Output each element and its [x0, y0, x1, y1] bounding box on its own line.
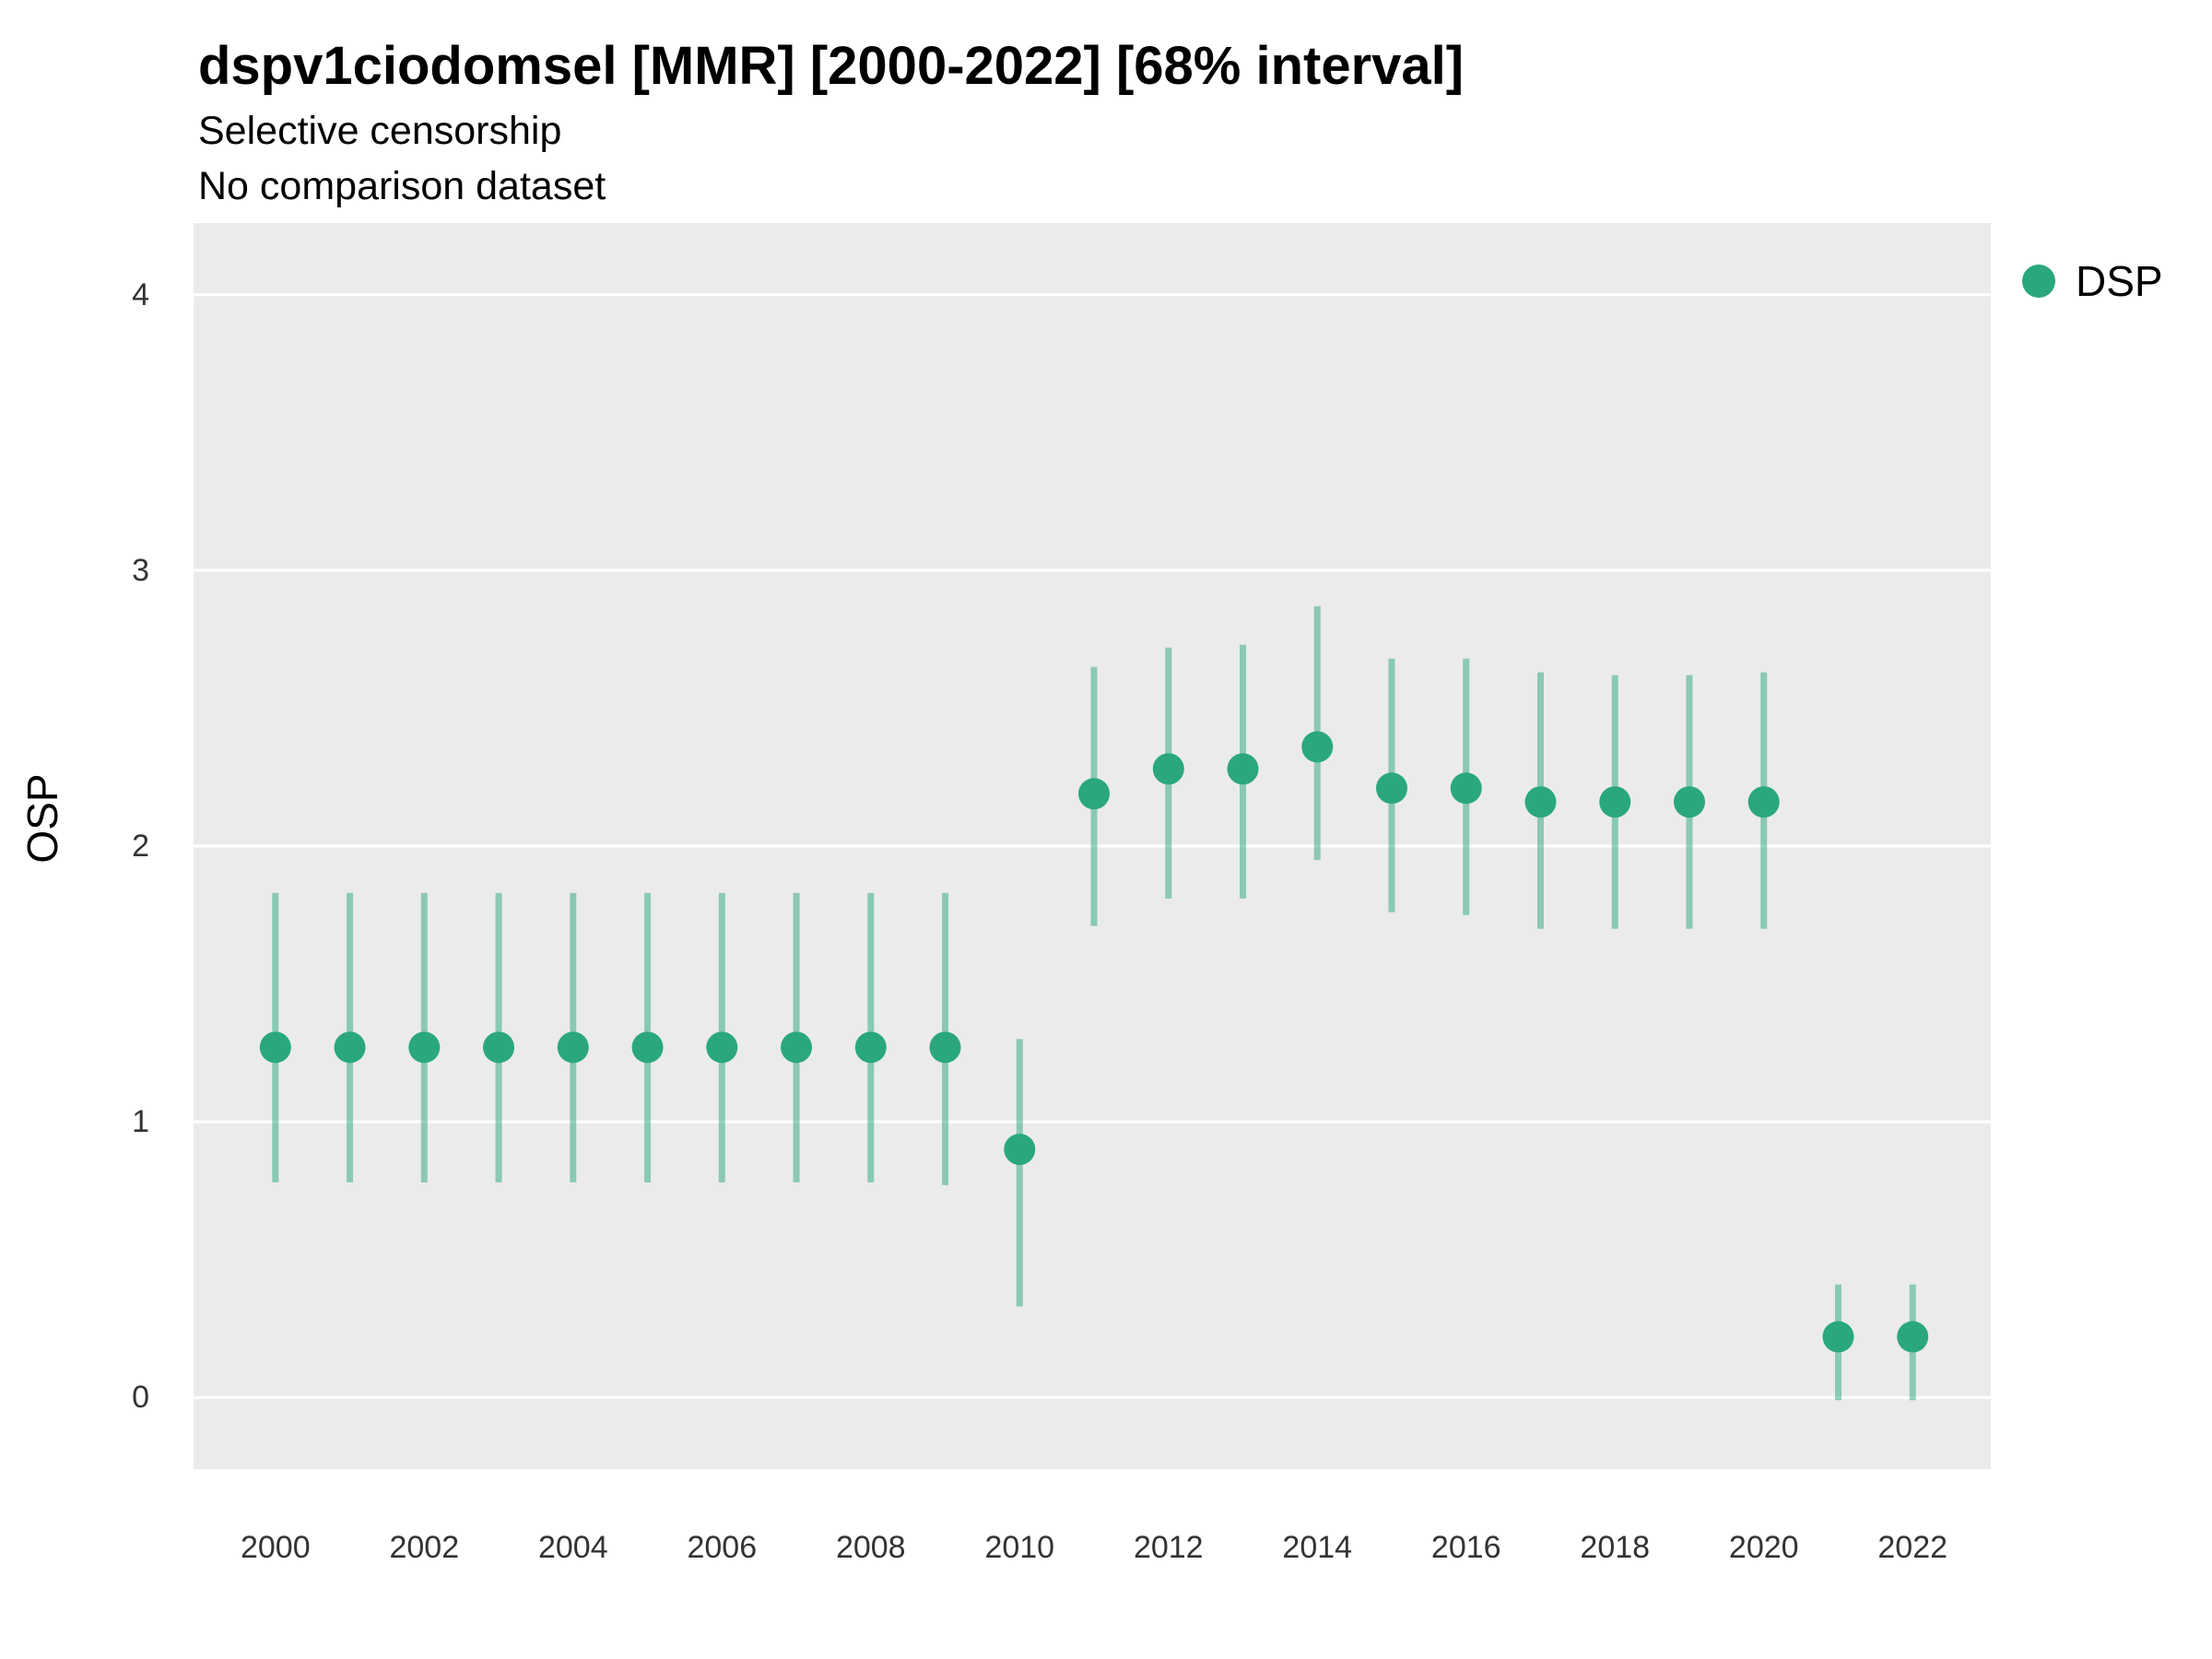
data-point — [854, 1031, 887, 1064]
x-tick-label: 2008 — [836, 1530, 906, 1565]
data-point — [408, 1031, 441, 1064]
chart-subtitle-2: No comparison dataset — [198, 164, 606, 208]
y-tick-label: 0 — [132, 1380, 149, 1415]
x-tick-label: 2004 — [538, 1530, 608, 1565]
x-tick-label: 2012 — [1134, 1530, 1204, 1565]
data-point — [1747, 786, 1780, 818]
y-tick-label: 4 — [132, 277, 149, 312]
x-tick-label: 2014 — [1282, 1530, 1352, 1565]
data-point — [259, 1031, 291, 1064]
data-point — [1227, 753, 1259, 785]
data-point — [1822, 1321, 1854, 1353]
data-point — [1450, 772, 1482, 805]
data-point — [1376, 772, 1407, 805]
chart-title: dspv1ciodomsel [MMR] [2000-2022] [68% in… — [198, 36, 1465, 96]
data-point — [1524, 786, 1557, 818]
data-point — [1897, 1321, 1929, 1353]
legend-label: DSP — [2076, 257, 2163, 305]
legend-dot — [2022, 265, 2055, 298]
x-tick-label: 2000 — [241, 1530, 311, 1565]
x-tick-label: 2016 — [1431, 1530, 1501, 1565]
data-point — [706, 1031, 738, 1064]
data-point — [1599, 786, 1631, 818]
data-point — [1004, 1134, 1036, 1166]
y-tick-label: 2 — [132, 829, 149, 864]
y-tick-label: 3 — [132, 553, 149, 588]
data-point — [483, 1031, 515, 1064]
data-point — [1152, 753, 1184, 785]
data-point — [1301, 731, 1334, 763]
y-axis-label: OSP — [18, 773, 66, 863]
data-point — [929, 1031, 961, 1064]
x-tick-label: 2020 — [1729, 1530, 1799, 1565]
x-tick-label: 2006 — [687, 1530, 757, 1565]
y-tick-label: 1 — [132, 1104, 149, 1139]
data-point — [334, 1031, 366, 1064]
x-tick-label: 2018 — [1580, 1530, 1650, 1565]
data-point — [1078, 778, 1111, 810]
data-point — [631, 1031, 664, 1064]
chart-subtitle-1: Selective censorship — [198, 109, 562, 153]
x-tick-label: 2010 — [984, 1530, 1054, 1565]
x-tick-label: 2022 — [1877, 1530, 1947, 1565]
x-tick-label: 2002 — [389, 1530, 459, 1565]
data-point — [781, 1031, 813, 1064]
data-point — [557, 1031, 589, 1064]
data-point — [1673, 786, 1705, 818]
